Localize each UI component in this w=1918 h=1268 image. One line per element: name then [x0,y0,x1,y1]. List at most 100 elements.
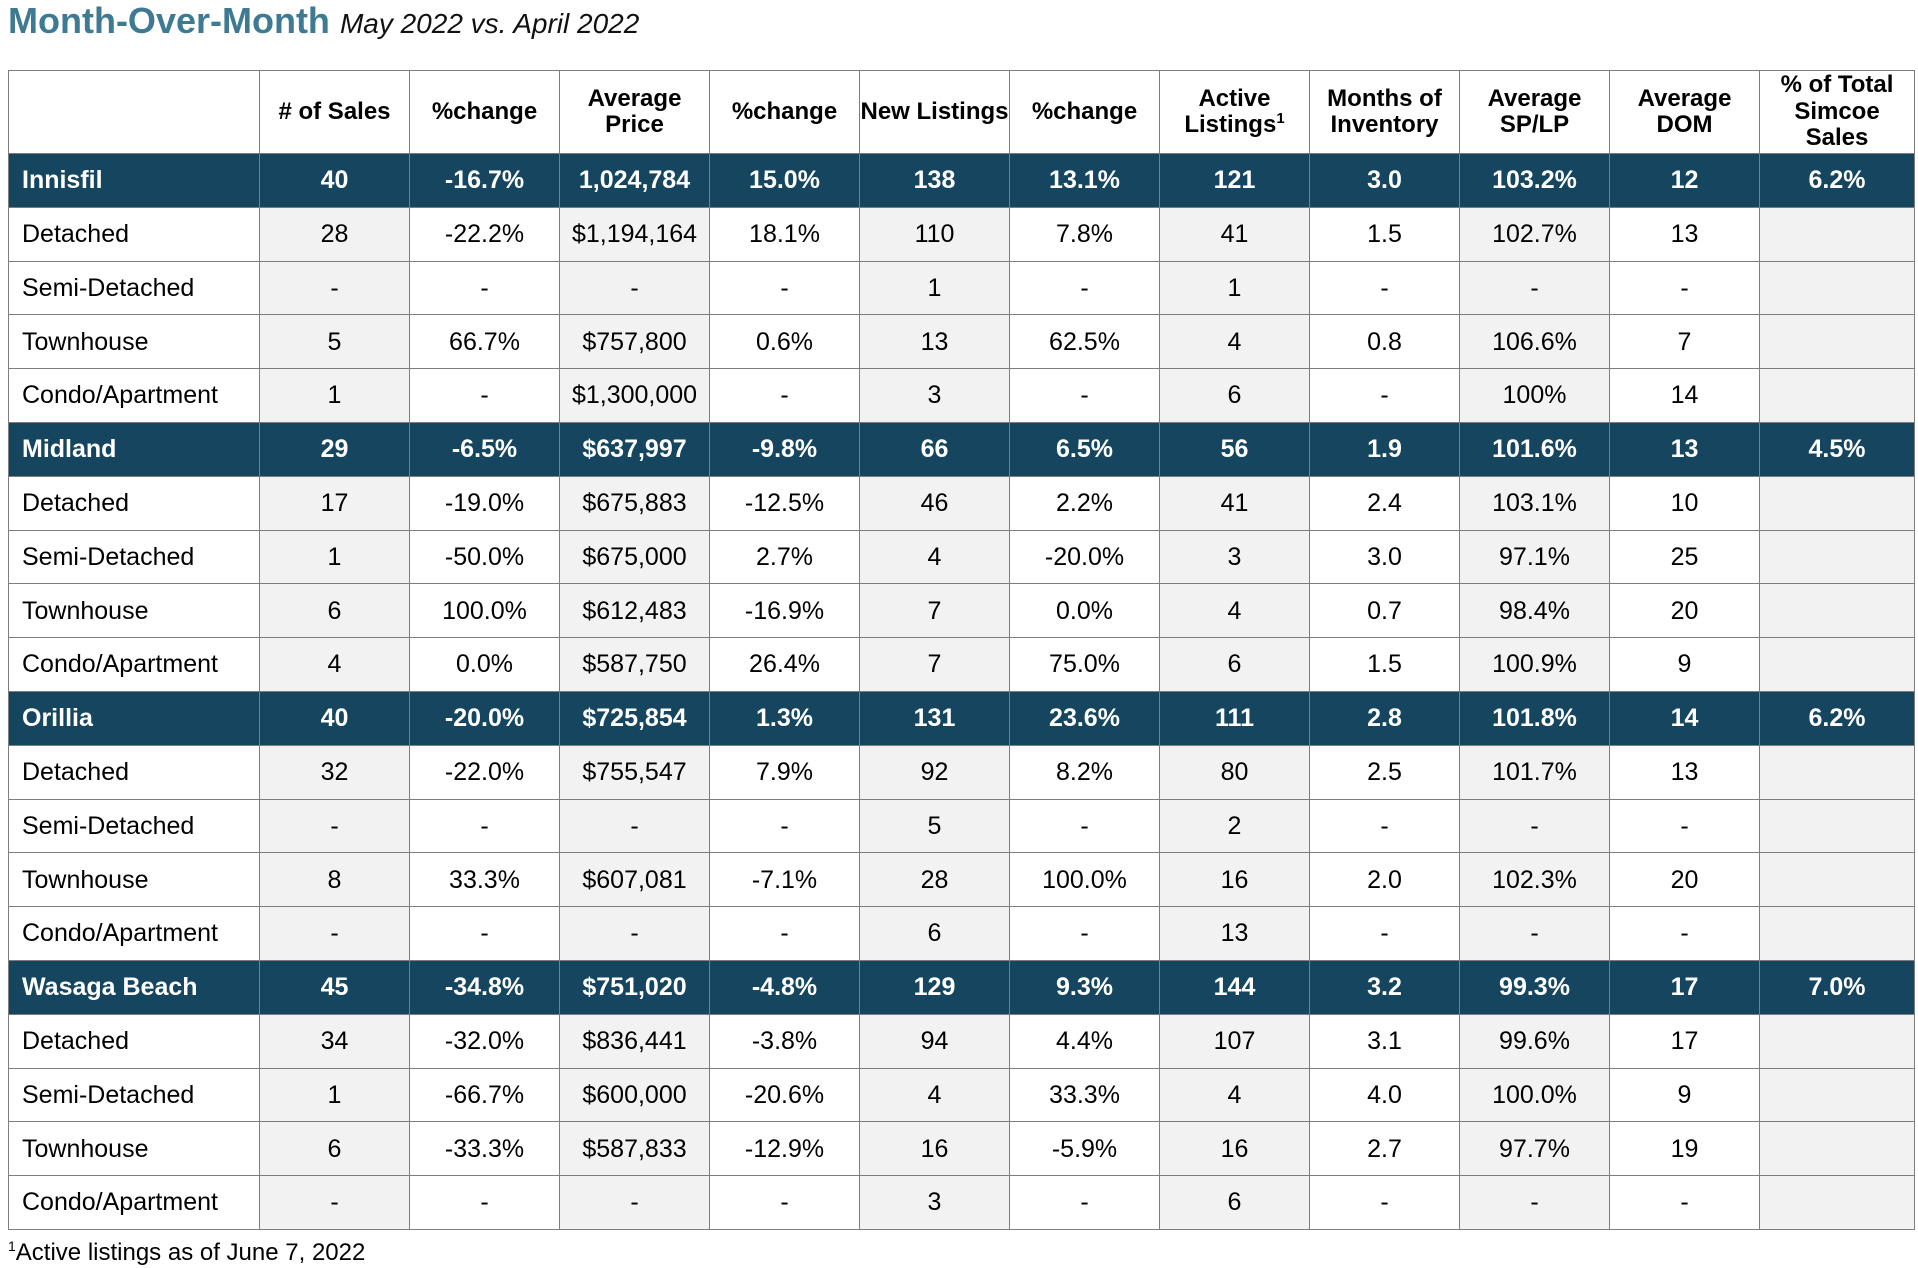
table-cell: 0.0% [1009,583,1160,639]
region-name: Innisfil [8,153,260,208]
table-row: Detached 32 -22.0% $755,547 7.9% 92 8.2% 80 2.5 1… [8,744,1915,800]
table-cell: - [709,906,860,961]
table-cell: - [1309,260,1460,316]
table-cell: -9.8% [709,421,860,477]
table-cell: 6 [1159,637,1310,692]
table-cell: - [1309,368,1460,423]
table-cell: 97.1% [1459,529,1610,585]
table-row: Semi-Detached - - - -1-1- - - [8,260,1915,316]
table-cell: $751,020 [559,959,710,1015]
table-cell: -12.5% [709,475,860,531]
table-cell: - [259,798,410,854]
table-cell: 13 [1609,744,1760,800]
table-cell: $675,883 [559,475,710,531]
table-cell: -12.9% [709,1121,860,1177]
property-type-label: Detached [8,1013,260,1069]
table-cell: 41 [1159,206,1310,262]
property-type-label: Detached [8,744,260,800]
region-summary-row: Innisfil 40 -16.7% 1,024,784 15.0% 138 13.1% 12… [8,153,1915,208]
table-cell: 7 [859,583,1010,639]
table-cell: -20.0% [1009,529,1160,585]
table-cell: 56 [1159,421,1310,477]
table-cell: -50.0% [409,529,560,585]
table-cell: $755,547 [559,744,710,800]
footnote: 1Active listings as of June 7, 2022 [8,1238,365,1267]
region-name: Orillia [8,690,260,746]
table-cell: 28 [259,206,410,262]
table-cell: 106.6% [1459,314,1610,370]
table-cell: 1 [859,260,1010,316]
table-cell: -5.9% [1009,1121,1160,1177]
table-cell: 3.2 [1309,959,1460,1015]
table-cell: 100.0% [1009,852,1160,908]
table-cell [1759,475,1915,531]
table-cell: 4 [259,637,410,692]
table-cell [1759,260,1915,316]
table-cell: 13.1% [1009,153,1160,208]
table-cell: $600,000 [559,1067,710,1123]
table-cell: - [1609,798,1760,854]
table-cell: 0.8 [1309,314,1460,370]
table-cell: -66.7% [409,1067,560,1123]
table-cell: 99.3% [1459,959,1610,1015]
table-cell: 0.6% [709,314,860,370]
table-cell: 102.7% [1459,206,1610,262]
table-cell: 17 [1609,1013,1760,1069]
table-cell: 8 [259,852,410,908]
table-cell: 129 [859,959,1010,1015]
month-over-month-table: # of Sales %change Average Price %change… [8,70,1915,1230]
table-row: Townhouse 6 -33.3% $587,833 -12.9% 16 -5.9% 16 2… [8,1121,1915,1177]
table-cell: 6 [259,583,410,639]
table-cell: 46 [859,475,1010,531]
table-row: Condo/Apartment 1- $1,300,000-3-6-100% 14 [8,368,1915,423]
table-cell: 66 [859,421,1010,477]
table-cell: 101.7% [1459,744,1610,800]
table-cell: 5 [259,314,410,370]
table-cell: 2.7% [709,529,860,585]
table-cell [1759,583,1915,639]
table-row: Townhouse 5 66.7% $757,800 0.6% 13 62.5% 4 0.8 10… [8,314,1915,370]
table-cell: -32.0% [409,1013,560,1069]
table-cell: -20.6% [709,1067,860,1123]
table-cell: 13 [1159,906,1310,961]
table-cell: 40 [259,690,410,746]
table-row: Semi-Detached 1 -50.0% $675,000 2.7% 4 -20.0% 3… [8,529,1915,585]
table-cell: 4 [1159,583,1310,639]
table-cell: 29 [259,421,410,477]
table-cell: - [409,368,560,423]
table-cell: 4.5% [1759,421,1915,477]
table-cell: 1 [259,368,410,423]
table-cell: 6 [1159,368,1310,423]
table-cell: 9 [1609,1067,1760,1123]
table-cell: - [259,260,410,316]
region-name: Wasaga Beach [8,959,260,1015]
table-cell: $836,441 [559,1013,710,1069]
table-cell: 40 [259,153,410,208]
table-cell: 100% [1459,368,1610,423]
table-cell: 19 [1609,1121,1760,1177]
table-cell: 16 [1159,1121,1310,1177]
table-cell: 2.8 [1309,690,1460,746]
table-cell: - [709,798,860,854]
table-cell: 101.6% [1459,421,1610,477]
table-cell: - [1009,1175,1160,1230]
table-cell: 102.3% [1459,852,1610,908]
table-cell: 1.9 [1309,421,1460,477]
header-row: # of Sales %change Average Price %change… [8,70,1915,154]
title-main: Month-Over-Month [8,0,330,41]
footnote-marker: 1 [1276,110,1285,127]
table-cell [1759,1175,1915,1230]
table-cell [1759,529,1915,585]
table-cell: 23.6% [1009,690,1160,746]
table-cell: - [1309,1175,1460,1230]
table-cell: - [1009,906,1160,961]
header-cell: Average Price [559,70,710,154]
property-type-label: Semi-Detached [8,798,260,854]
table-cell: 4 [859,1067,1010,1123]
table-cell: $675,000 [559,529,710,585]
table-cell [1759,314,1915,370]
table-cell: $1,300,000 [559,368,710,423]
table-cell: -16.9% [709,583,860,639]
region-summary-row: Orillia 40 -20.0% $725,854 1.3% 131 23.6% 111 2.… [8,690,1915,746]
table-cell: 0.7 [1309,583,1460,639]
